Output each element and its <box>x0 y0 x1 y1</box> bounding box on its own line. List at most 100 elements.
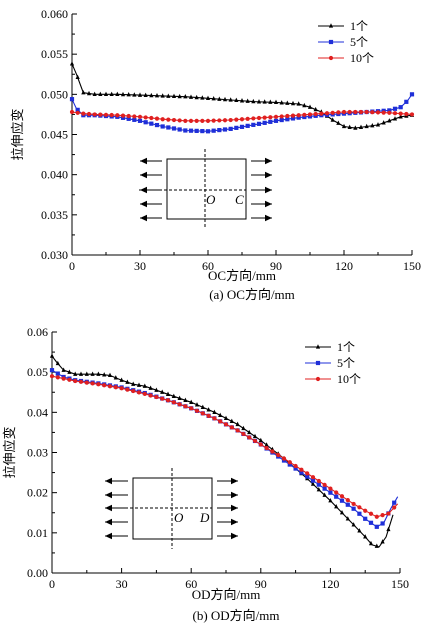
data-point <box>285 100 290 105</box>
data-point <box>374 514 379 519</box>
data-point <box>392 505 397 510</box>
legend-marker <box>328 39 334 45</box>
data-point <box>154 122 160 128</box>
data-point <box>305 471 310 476</box>
data-point <box>247 435 252 440</box>
data-point <box>334 490 339 495</box>
data-point <box>200 404 205 409</box>
legend-marker <box>315 344 321 349</box>
data-point <box>316 478 321 484</box>
data-point <box>131 381 136 386</box>
data-point <box>328 498 333 503</box>
data-point <box>368 540 374 546</box>
right-arrow-head <box>231 518 238 526</box>
data-point <box>322 486 327 491</box>
x-tick-label: 60 <box>202 259 214 273</box>
right-arrow-head <box>231 504 238 512</box>
data-point <box>148 393 153 398</box>
data-point <box>256 121 262 126</box>
inset-label-point: C <box>235 192 244 207</box>
y-tick-label: 0.060 <box>41 7 68 21</box>
data-point <box>67 377 72 382</box>
data-point <box>345 502 350 507</box>
data-point <box>262 120 267 125</box>
data-point <box>302 112 307 117</box>
data-point <box>160 117 165 122</box>
y-tick-label: 0.030 <box>41 248 68 262</box>
data-point <box>322 492 327 497</box>
data-point <box>73 371 78 376</box>
data-point <box>49 368 55 373</box>
left-arrow-head <box>105 532 112 540</box>
data-point <box>177 402 182 407</box>
left-arrow-head <box>140 186 147 194</box>
data-point <box>55 375 60 380</box>
data-point <box>234 125 239 130</box>
data-point <box>165 391 171 396</box>
legend-marker <box>315 360 321 366</box>
data-point <box>211 128 216 133</box>
data-point <box>363 516 368 521</box>
data-point <box>119 377 124 382</box>
data-point <box>381 110 386 115</box>
data-point <box>398 111 403 116</box>
data-point <box>154 394 159 400</box>
data-point <box>387 108 392 113</box>
data-point <box>61 367 66 372</box>
data-point <box>252 433 258 439</box>
data-point <box>75 74 80 80</box>
data-point <box>143 120 148 125</box>
data-point <box>49 353 55 358</box>
data-point <box>81 111 86 116</box>
chart-b: 0 30 60 90 120 150 0.00 0.01 0.02 0.03 0.04 0.05 0.0… <box>2 325 409 623</box>
y-tick-label: 0.055 <box>41 47 68 61</box>
data-point <box>247 429 252 435</box>
data-point <box>120 115 126 120</box>
data-point <box>109 91 114 97</box>
legend-label: 10个 <box>337 372 361 386</box>
legend-label: 10个 <box>350 51 374 65</box>
data-point <box>188 118 194 123</box>
y-tick-label: 0.045 <box>41 128 68 142</box>
data-point <box>229 418 234 424</box>
data-point <box>368 511 374 516</box>
data-point <box>290 100 296 106</box>
data-point <box>256 99 262 104</box>
y-tick-label: 0.05 <box>27 365 48 379</box>
y-tick-label: 0.06 <box>27 325 48 339</box>
data-point <box>310 478 316 483</box>
left-arrow-head <box>105 518 112 526</box>
left-arrow-head <box>140 200 147 208</box>
data-point <box>392 106 398 111</box>
data-point <box>69 109 75 115</box>
series-line <box>51 375 399 518</box>
data-point <box>299 470 304 475</box>
data-point <box>149 115 154 121</box>
data-point <box>293 463 298 469</box>
data-point <box>364 123 369 129</box>
data-point <box>245 123 250 128</box>
data-point <box>177 395 182 400</box>
data-point <box>73 378 78 384</box>
data-point <box>188 94 194 99</box>
data-point <box>357 528 362 533</box>
data-point <box>307 112 313 117</box>
data-point <box>102 383 107 388</box>
data-point <box>357 511 362 516</box>
legend: 1个 5个 10个 <box>318 19 374 65</box>
data-point <box>49 374 55 379</box>
data-point <box>86 111 92 117</box>
data-point <box>194 402 200 407</box>
data-point <box>241 425 246 431</box>
data-point <box>387 118 392 123</box>
data-point <box>387 110 392 115</box>
data-point <box>235 421 240 427</box>
data-point <box>119 386 124 391</box>
data-point <box>279 114 284 119</box>
data-point <box>336 120 341 125</box>
data-point <box>347 109 352 115</box>
data-point <box>273 114 279 119</box>
right-arrow-head <box>265 200 272 208</box>
data-point <box>222 127 228 132</box>
